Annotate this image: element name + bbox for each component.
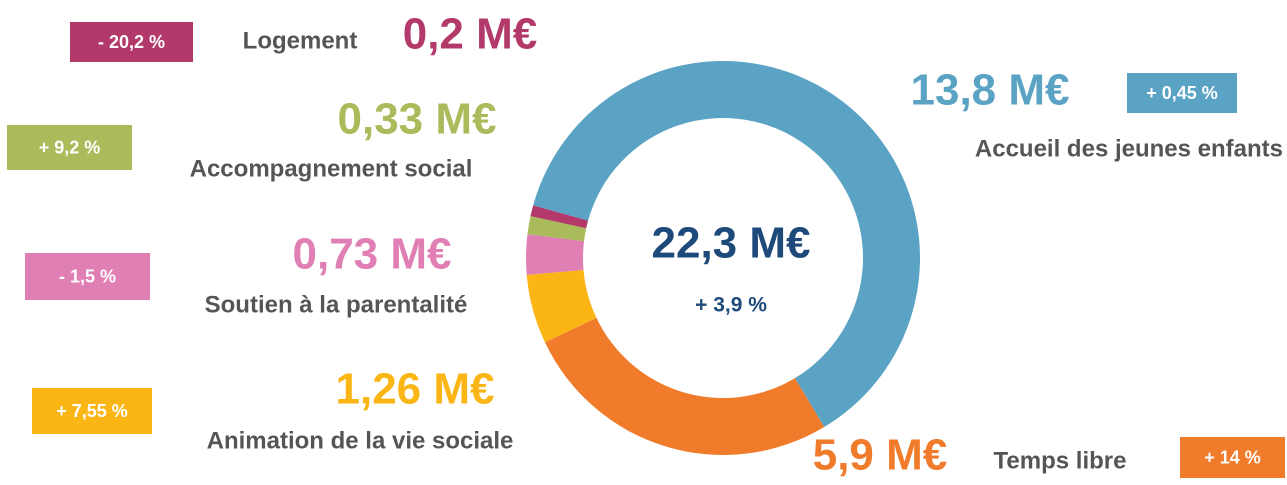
change-label: + 0,45 % bbox=[1146, 83, 1218, 103]
change-box bbox=[7, 125, 132, 170]
total-label: 22,3 M€ bbox=[652, 219, 811, 268]
category-label: Accompagnement social bbox=[190, 155, 473, 182]
change-box bbox=[1127, 73, 1237, 113]
change-label: + 9,2 % bbox=[39, 137, 101, 157]
donut-segment bbox=[526, 234, 585, 275]
change-box bbox=[25, 253, 150, 300]
category-label: Accueil des jeunes enfants bbox=[975, 135, 1283, 162]
category-label: Soutien à la parentalité bbox=[205, 291, 468, 318]
value-label: 1,26 M€ bbox=[336, 365, 495, 414]
value-label: 0,73 M€ bbox=[293, 230, 452, 279]
change-box bbox=[32, 388, 152, 434]
category-label: Temps libre bbox=[994, 447, 1127, 474]
donut-segment bbox=[530, 205, 589, 229]
change-label: - 1,5 % bbox=[59, 266, 116, 286]
value-label: 0,33 M€ bbox=[338, 95, 497, 144]
value-label: 13,8 M€ bbox=[911, 66, 1070, 115]
change-label: + 7,55 % bbox=[56, 401, 128, 421]
change-box bbox=[70, 22, 193, 62]
category-label: Logement bbox=[243, 27, 358, 54]
value-label: 5,9 M€ bbox=[813, 431, 948, 480]
donut-segment bbox=[526, 269, 597, 343]
donut-segment bbox=[527, 216, 587, 242]
change-label: - 20,2 % bbox=[98, 32, 165, 52]
category-label: Animation de la vie sociale bbox=[207, 427, 514, 454]
value-label: 0,2 M€ bbox=[403, 10, 538, 59]
donut-segment bbox=[533, 60, 920, 428]
total-change: + 3,9 % bbox=[695, 294, 767, 317]
donut-segment bbox=[544, 317, 825, 455]
change-label: + 14 % bbox=[1204, 447, 1261, 467]
change-box bbox=[1180, 437, 1285, 478]
